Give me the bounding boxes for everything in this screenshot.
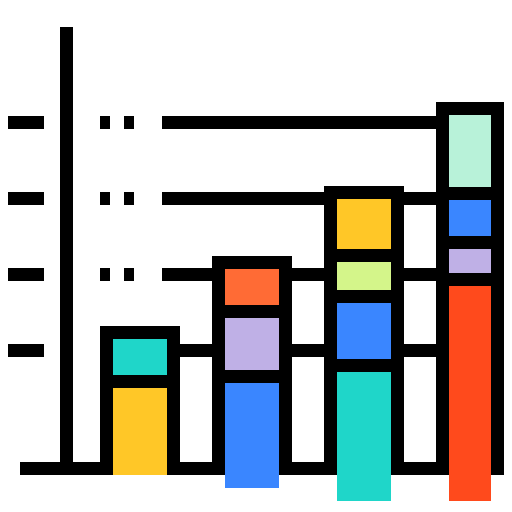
gridline-segment — [8, 192, 44, 205]
gridline-segment — [100, 116, 110, 129]
bar-divider — [337, 359, 391, 372]
gridline-segment — [8, 116, 44, 129]
y-axis — [60, 27, 73, 475]
gridline-segment — [100, 192, 110, 205]
bar-3-seg-4 — [337, 372, 391, 501]
gridline-segment — [124, 268, 134, 281]
gridline-segment — [124, 192, 134, 205]
chart-icon-container: { "chart": { "type": "stacked-bar-icon",… — [0, 0, 512, 512]
bar-4-seg-1 — [449, 115, 491, 187]
bar-divider — [225, 370, 279, 383]
bar-divider — [337, 249, 391, 262]
bar-divider — [449, 273, 491, 286]
bar-1-seg-2 — [113, 388, 167, 475]
bar-divider — [449, 236, 491, 249]
bar-4-seg-3 — [449, 249, 491, 273]
bar-divider — [337, 290, 391, 303]
bar-4-seg-2 — [449, 200, 491, 236]
bar-4-seg-4 — [449, 286, 491, 501]
bar-divider — [449, 187, 491, 200]
bar-2-seg-2 — [225, 318, 279, 370]
gridline-segment — [8, 344, 44, 357]
bar-2-seg-3 — [225, 383, 279, 488]
bar-3-seg-2 — [337, 262, 391, 290]
gridline-segment — [100, 268, 110, 281]
gridline-segment — [8, 268, 44, 281]
bar-1-seg-1 — [113, 339, 167, 375]
gridline-segment — [124, 116, 134, 129]
bar-2-seg-1 — [225, 269, 279, 305]
bar-divider — [113, 375, 167, 388]
bar-3-seg-3 — [337, 303, 391, 359]
bar-divider — [225, 305, 279, 318]
bar-3-seg-1 — [337, 199, 391, 249]
